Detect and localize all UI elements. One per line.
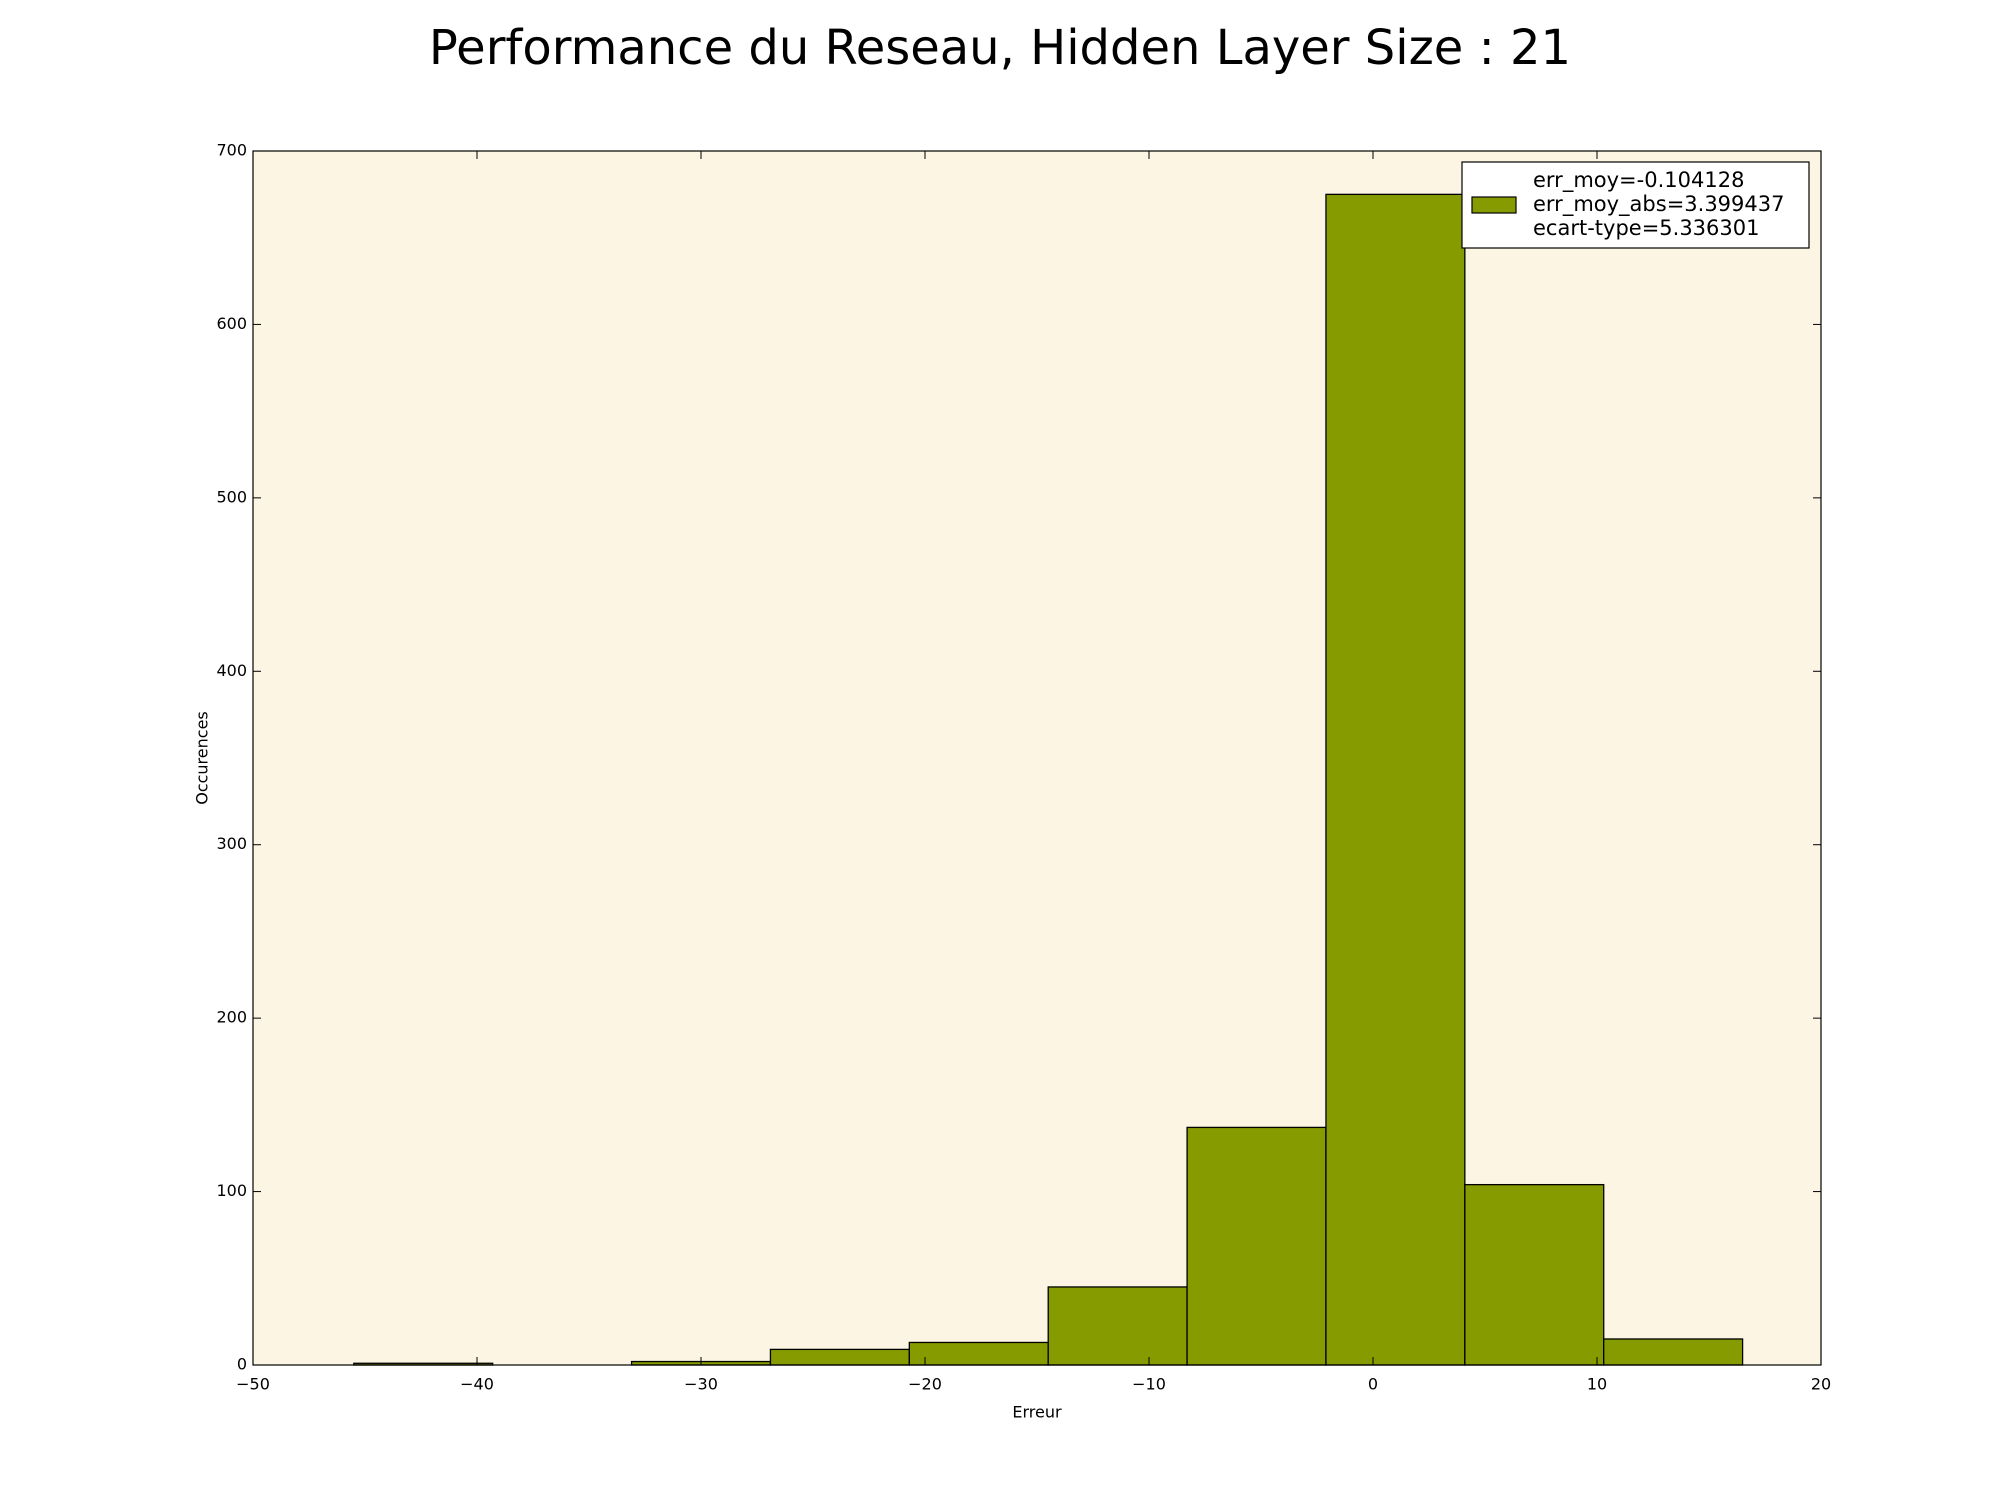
legend-line-err-moy: err_moy=-0.104128 bbox=[1533, 168, 1744, 193]
y-tick-label: 100 bbox=[216, 1181, 247, 1200]
x-tick-label: −30 bbox=[684, 1375, 718, 1394]
plot-area bbox=[253, 151, 1821, 1365]
x-tick-label: −10 bbox=[1132, 1375, 1166, 1394]
y-tick-label: 0 bbox=[237, 1355, 247, 1374]
histogram-bar bbox=[1603, 1338, 1744, 1366]
legend-line-err-moy-abs: err_moy_abs=3.399437 bbox=[1533, 192, 1785, 217]
ticks-group: −50 −40 −30 −20 −10 0 10 2001002003004005006007… bbox=[216, 141, 1831, 1394]
x-tick-label: −50 bbox=[236, 1375, 270, 1394]
y-tick-label: 200 bbox=[216, 1008, 247, 1027]
y-tick-label: 700 bbox=[216, 141, 247, 160]
legend-swatch bbox=[1471, 196, 1517, 214]
x-tick-label: −20 bbox=[908, 1375, 942, 1394]
y-tick-label: 300 bbox=[216, 834, 247, 853]
histogram-bar bbox=[1325, 193, 1466, 1366]
bars-group bbox=[353, 193, 1744, 1366]
y-axis-label: Occurences bbox=[193, 711, 212, 805]
histogram-bar bbox=[1464, 1183, 1605, 1366]
histogram-bar bbox=[908, 1341, 1049, 1366]
histogram-bar bbox=[1186, 1126, 1327, 1366]
y-tick-label: 400 bbox=[216, 661, 247, 680]
y-tick-label: 500 bbox=[216, 487, 247, 506]
legend-box bbox=[1461, 161, 1810, 249]
histogram-bar bbox=[769, 1348, 910, 1366]
plot-frame bbox=[252, 150, 1822, 1366]
chart-title: Performance du Reseau, Hidden Layer Size… bbox=[428, 20, 1572, 76]
y-tick-label: 600 bbox=[216, 314, 247, 333]
x-tick-label: 0 bbox=[1368, 1375, 1378, 1394]
histogram-bar bbox=[1047, 1286, 1188, 1366]
x-tick-label: 10 bbox=[1587, 1375, 1607, 1394]
x-tick-label: −40 bbox=[460, 1375, 494, 1394]
legend-line-ecart-type: ecart-type=5.336301 bbox=[1533, 216, 1760, 240]
x-axis-label: Erreur bbox=[1012, 1403, 1062, 1422]
legend: err_moy=-0.104128 err_moy_abs=3.399437 e… bbox=[1461, 161, 1810, 249]
x-tick-label: 20 bbox=[1811, 1375, 1831, 1394]
